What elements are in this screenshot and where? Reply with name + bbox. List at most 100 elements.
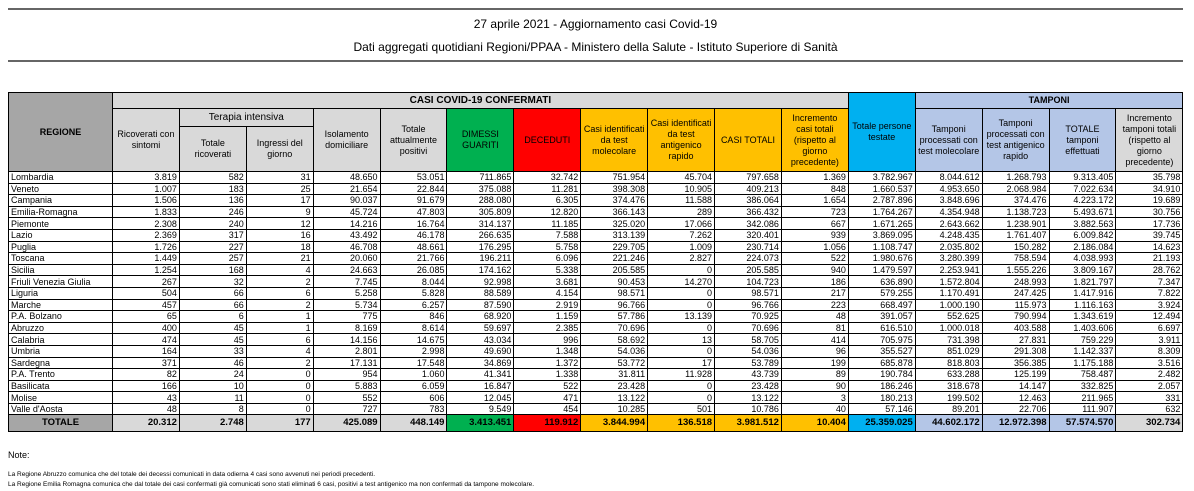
table-cell: 43.034 xyxy=(446,333,515,346)
table-cell: 1.108.747 xyxy=(847,240,916,254)
table-cell: 11.588 xyxy=(647,194,716,207)
table-cell: 2.919 xyxy=(513,298,582,312)
table-cell: 1.479.597 xyxy=(847,263,916,277)
table-cell: 2 xyxy=(245,275,314,288)
table-cell: 14.623 xyxy=(1115,240,1184,254)
table-cell: 57.786 xyxy=(580,310,649,323)
table-cell: 8 xyxy=(178,402,247,416)
table-cell: 25.359.025 xyxy=(847,414,916,433)
header-tamponi-antigenico: Tamponi processati con test antigenico r… xyxy=(981,108,1050,172)
table-row: Valle d'Aosta 48 8 0 727 783 9.549 454 10.285 501… xyxy=(8,402,1184,416)
table-cell: 21.766 xyxy=(379,252,448,265)
table-cell: 8.044.612 xyxy=(914,171,983,184)
table-cell: 82 xyxy=(112,368,180,381)
table-row: P.A. Bolzano 65 6 1 775 846 68.920 1.159 57.786 1… xyxy=(8,310,1184,323)
table-cell: 1.060 xyxy=(379,368,448,381)
table-cell: 47.803 xyxy=(379,205,448,219)
table-cell: 633.288 xyxy=(914,368,983,381)
table-cell: 39.745 xyxy=(1115,228,1184,242)
table-cell: 1.268.793 xyxy=(981,171,1050,184)
table-cell: 88.589 xyxy=(446,286,515,300)
table-cell: 2.827 xyxy=(647,252,716,265)
table-cell: 14.675 xyxy=(379,333,448,346)
table-cell: 3.516 xyxy=(1115,356,1184,370)
table-row: Lazio 2.369 317 16 43.492 46.178 266.635 7.588 3… xyxy=(8,228,1184,242)
region-name: Calabria xyxy=(8,333,113,346)
table-cell: 7.262 xyxy=(647,228,716,242)
table-cell: 240 xyxy=(178,217,247,230)
table-cell: 0 xyxy=(245,379,314,393)
table-cell: 217 xyxy=(780,286,849,300)
note-line: La Regione Emilia Romagna comunica che d… xyxy=(8,481,535,488)
table-cell: 1.116.163 xyxy=(1048,298,1117,312)
table-cell: 205.585 xyxy=(714,263,782,277)
table-cell: 3.681 xyxy=(513,275,582,288)
table-cell: 5.493.671 xyxy=(1048,205,1117,219)
table-cell: 53.772 xyxy=(580,356,649,370)
table-cell: 398.308 xyxy=(580,182,649,196)
table-row: Umbria 164 33 4 2.801 2.998 49.690 1.348 54.036 0… xyxy=(8,344,1184,358)
table-cell: 53.789 xyxy=(714,356,782,370)
table-cell: 4 xyxy=(245,344,314,358)
table-cell: 13.122 xyxy=(580,391,649,404)
table-cell: 10 xyxy=(178,379,247,393)
table-row: Campania 1.506 136 17 90.037 91.679 288.080 6.3… xyxy=(8,194,1184,207)
table-cell: 12.972.398 xyxy=(981,414,1050,433)
table-cell: 22.706 xyxy=(981,402,1050,416)
table-row: Calabria 474 45 6 14.156 14.675 43.034 996 58.69… xyxy=(8,333,1184,346)
table-cell: 70.925 xyxy=(714,310,782,323)
table-cell: 8.169 xyxy=(312,321,381,335)
table-cell: 4.248.435 xyxy=(914,228,983,242)
table-row: Sardegna 371 46 2 17.131 17.548 34.869 1.372 53.… xyxy=(8,356,1184,370)
table-cell: 790.994 xyxy=(981,310,1050,323)
table-cell: 325.020 xyxy=(580,217,649,230)
table-cell: 136.518 xyxy=(647,414,716,433)
region-name: Marche xyxy=(8,298,113,312)
header-ingressi-giorno: Ingressi del giorno xyxy=(245,126,314,172)
table-cell: 3.782.967 xyxy=(847,171,916,184)
table-cell: 705.975 xyxy=(847,333,916,346)
table-cell: 457 xyxy=(112,298,180,312)
table-cell: 1.056 xyxy=(780,240,849,254)
table-cell: 1.000.190 xyxy=(914,298,983,312)
table-cell: 183 xyxy=(178,182,247,196)
table-cell: 314.137 xyxy=(446,217,515,230)
table-cell: 266.635 xyxy=(446,228,515,242)
table-cell: 6 xyxy=(245,286,314,300)
notes-section: Note: La Regione Abruzzo comunica che de… xyxy=(8,450,534,490)
table-cell: 48 xyxy=(112,402,180,416)
region-name: Sicilia xyxy=(8,263,113,277)
report-subtitle: Dati aggregati quotidiani Regioni/PPAA -… xyxy=(353,40,838,54)
table-cell: 1.821.797 xyxy=(1048,275,1117,288)
table-cell: 1.980.676 xyxy=(847,252,916,265)
table-cell: 40 xyxy=(780,402,849,416)
table-cell: 3.869.095 xyxy=(847,228,916,242)
table-cell: 8.614 xyxy=(379,321,448,335)
table-cell: 2 xyxy=(245,298,314,312)
table-cell: 58.692 xyxy=(580,333,649,346)
table-cell: 8.044 xyxy=(379,275,448,288)
table-cell: 16 xyxy=(245,228,314,242)
region-name: Molise xyxy=(8,391,113,404)
table-cell: 27.831 xyxy=(981,333,1050,346)
table-cell: 31.811 xyxy=(580,368,649,381)
table-cell: 9 xyxy=(245,205,314,219)
table-cell: 89 xyxy=(780,368,849,381)
table-cell: 230.714 xyxy=(714,240,782,254)
table-cell: 356.385 xyxy=(981,356,1050,370)
table-cell: 16.847 xyxy=(446,379,515,393)
table-cell: 1.175.188 xyxy=(1048,356,1117,370)
table-cell: 17 xyxy=(647,356,716,370)
table-cell: 98.571 xyxy=(714,286,782,300)
table-cell: 70.696 xyxy=(580,321,649,335)
table-cell: 425.089 xyxy=(312,414,381,433)
table-cell: 1.138.723 xyxy=(981,205,1050,219)
table-cell: 1.000.018 xyxy=(914,321,983,335)
table-cell: 2.998 xyxy=(379,344,448,358)
table-cell: 313.139 xyxy=(580,228,649,242)
table-cell: 34.869 xyxy=(446,356,515,370)
header-tamponi: TAMPONI xyxy=(914,92,1184,109)
table-cell: 375.088 xyxy=(446,182,515,196)
table-cell: 96.766 xyxy=(580,298,649,312)
table-cell: 11 xyxy=(178,391,247,404)
